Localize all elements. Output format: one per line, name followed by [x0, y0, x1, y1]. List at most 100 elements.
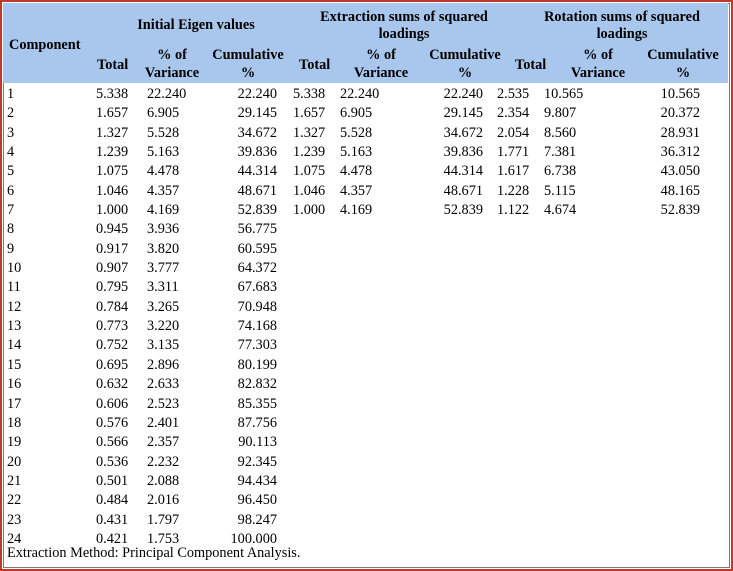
- cell-extraction-total: [293, 453, 340, 472]
- cell-rotation-pct-variance: [544, 336, 632, 355]
- column-gap: [483, 491, 497, 510]
- column-gap: [483, 472, 497, 491]
- cell-component: 11: [7, 279, 21, 296]
- cell-initial-pct-variance: 2.401: [147, 414, 180, 431]
- cell-initial-cumulative: 29.145: [237, 105, 277, 122]
- cell-rotation-pct-variance: [544, 453, 632, 472]
- table-row: 3 1.327 5.528 34.672 1.327 5.528 34.672 2.054 8.…: [7, 124, 700, 143]
- cell-initial-total: 0.907: [96, 260, 129, 277]
- cell-initial-cumulative: 87.756: [237, 414, 277, 431]
- cell-extraction-cumulative: [428, 395, 483, 414]
- table-row: 11 0.795 3.311 67.683: [7, 278, 700, 297]
- table-row: 1 5.338 22.240 22.240 5.338 22.240 22.240 2.535…: [7, 85, 700, 104]
- column-gap: [483, 220, 497, 239]
- cell-rotation-cumulative: [632, 336, 700, 355]
- cell-initial-cumulative: 100.000: [230, 530, 277, 547]
- cell-rotation-pct-variance: [544, 356, 632, 375]
- table-row: 5 1.075 4.478 44.314 1.075 4.478 44.314 1.617 6.…: [7, 162, 700, 181]
- cell-component: 18: [7, 414, 22, 431]
- cell-rotation-total: 1.771: [497, 144, 530, 161]
- cell-extraction-cumulative: [428, 414, 483, 433]
- cell-extraction-pct-variance: [340, 511, 428, 530]
- cell-rotation-total: 2.535: [497, 86, 530, 102]
- cell-rotation-total: 1.228: [497, 182, 530, 199]
- cell-rotation-total: 1.122: [497, 202, 530, 219]
- cell-initial-cumulative: 94.434: [237, 472, 277, 489]
- cell-rotation-cumulative: 52.839: [660, 202, 700, 219]
- column-gap: [277, 433, 293, 452]
- cell-extraction-total: 1.327: [293, 124, 326, 141]
- cell-initial-total: 0.536: [96, 453, 129, 470]
- cell-extraction-pct-variance: 6.905: [340, 105, 373, 122]
- column-gap: [483, 414, 497, 433]
- cell-component: 14: [7, 337, 22, 354]
- cell-rotation-pct-variance: [544, 278, 632, 297]
- cell-initial-total: 0.431: [96, 511, 129, 528]
- cell-extraction-total: [293, 375, 340, 394]
- column-gap: [483, 336, 497, 355]
- cell-component: 1: [7, 86, 15, 102]
- cell-extraction-pct-variance: [340, 317, 428, 336]
- header-g1-total: Total: [97, 57, 129, 73]
- cell-rotation-total: [497, 511, 544, 530]
- cell-rotation-pct-variance: [544, 433, 632, 452]
- column-gap: [483, 143, 497, 162]
- column-gap: [277, 143, 293, 162]
- column-gap: [277, 395, 293, 414]
- cell-rotation-cumulative: 10.565: [660, 86, 700, 102]
- cell-rotation-cumulative: 36.312: [660, 144, 700, 161]
- cell-rotation-cumulative: [632, 472, 700, 491]
- table-row: 18 0.576 2.401 87.756: [7, 414, 700, 433]
- cell-initial-cumulative: 77.303: [237, 337, 277, 354]
- cell-rotation-total: [497, 240, 544, 259]
- cell-initial-total: 0.566: [96, 434, 129, 451]
- cell-rotation-pct-variance: 6.738: [544, 163, 577, 180]
- table-row: 14 0.752 3.135 77.303: [7, 336, 700, 355]
- cell-extraction-total: 5.338: [293, 86, 326, 102]
- cell-rotation-total: 2.054: [497, 124, 530, 141]
- cell-rotation-pct-variance: 10.565: [544, 86, 584, 102]
- cell-initial-pct-variance: 4.357: [147, 182, 180, 199]
- cell-rotation-pct-variance: [544, 240, 632, 259]
- header-g3-cum-line2: %: [675, 65, 691, 81]
- column-gap: [277, 124, 293, 143]
- cell-initial-total: 0.606: [96, 395, 129, 412]
- cell-initial-total: 0.795: [96, 279, 129, 296]
- cell-initial-pct-variance: 1.753: [147, 530, 180, 547]
- cell-initial-total: 0.917: [96, 240, 129, 257]
- cell-initial-total: 0.784: [96, 298, 129, 315]
- cell-rotation-cumulative: [632, 453, 700, 472]
- cell-extraction-cumulative: [428, 491, 483, 510]
- cell-initial-total: 5.338: [96, 86, 129, 102]
- cell-component: 24: [7, 530, 22, 547]
- cell-rotation-cumulative: [632, 433, 700, 452]
- cell-component: 2: [7, 105, 15, 122]
- cell-extraction-pct-variance: [340, 278, 428, 297]
- table-row: 21 0.501 2.088 94.434: [7, 472, 700, 491]
- cell-extraction-pct-variance: [340, 472, 428, 491]
- cell-extraction-total: [293, 336, 340, 355]
- header-g2-total: Total: [299, 57, 331, 73]
- header-g1-pct-line1: % of: [157, 47, 187, 63]
- cell-rotation-total: [497, 278, 544, 297]
- cell-extraction-cumulative: [428, 317, 483, 336]
- cell-rotation-pct-variance: 9.807: [544, 105, 577, 122]
- cell-rotation-pct-variance: [544, 317, 632, 336]
- cell-initial-pct-variance: 2.633: [147, 376, 180, 393]
- cell-extraction-cumulative: [428, 511, 483, 530]
- cell-initial-total: 0.576: [96, 414, 129, 431]
- cell-rotation-total: 2.354: [497, 105, 530, 122]
- cell-initial-pct-variance: 6.905: [147, 105, 180, 122]
- cell-extraction-pct-variance: [340, 240, 428, 259]
- cell-extraction-total: 1.000: [293, 202, 326, 219]
- cell-rotation-cumulative: [632, 278, 700, 297]
- header-g3-pct-line1: % of: [583, 47, 613, 63]
- cell-initial-total: 0.773: [96, 318, 129, 335]
- column-gap: [483, 85, 497, 104]
- cell-rotation-cumulative: [632, 259, 700, 278]
- cell-extraction-cumulative: [428, 433, 483, 452]
- cell-extraction-cumulative: 52.839: [443, 202, 483, 219]
- cell-extraction-total: [293, 472, 340, 491]
- cell-rotation-cumulative: [632, 317, 700, 336]
- cell-extraction-total: 1.239: [293, 144, 326, 161]
